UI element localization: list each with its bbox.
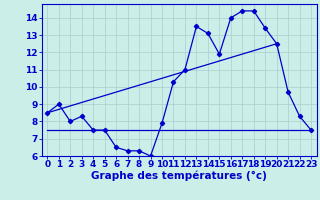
X-axis label: Graphe des températures (°c): Graphe des températures (°c)	[91, 171, 267, 181]
